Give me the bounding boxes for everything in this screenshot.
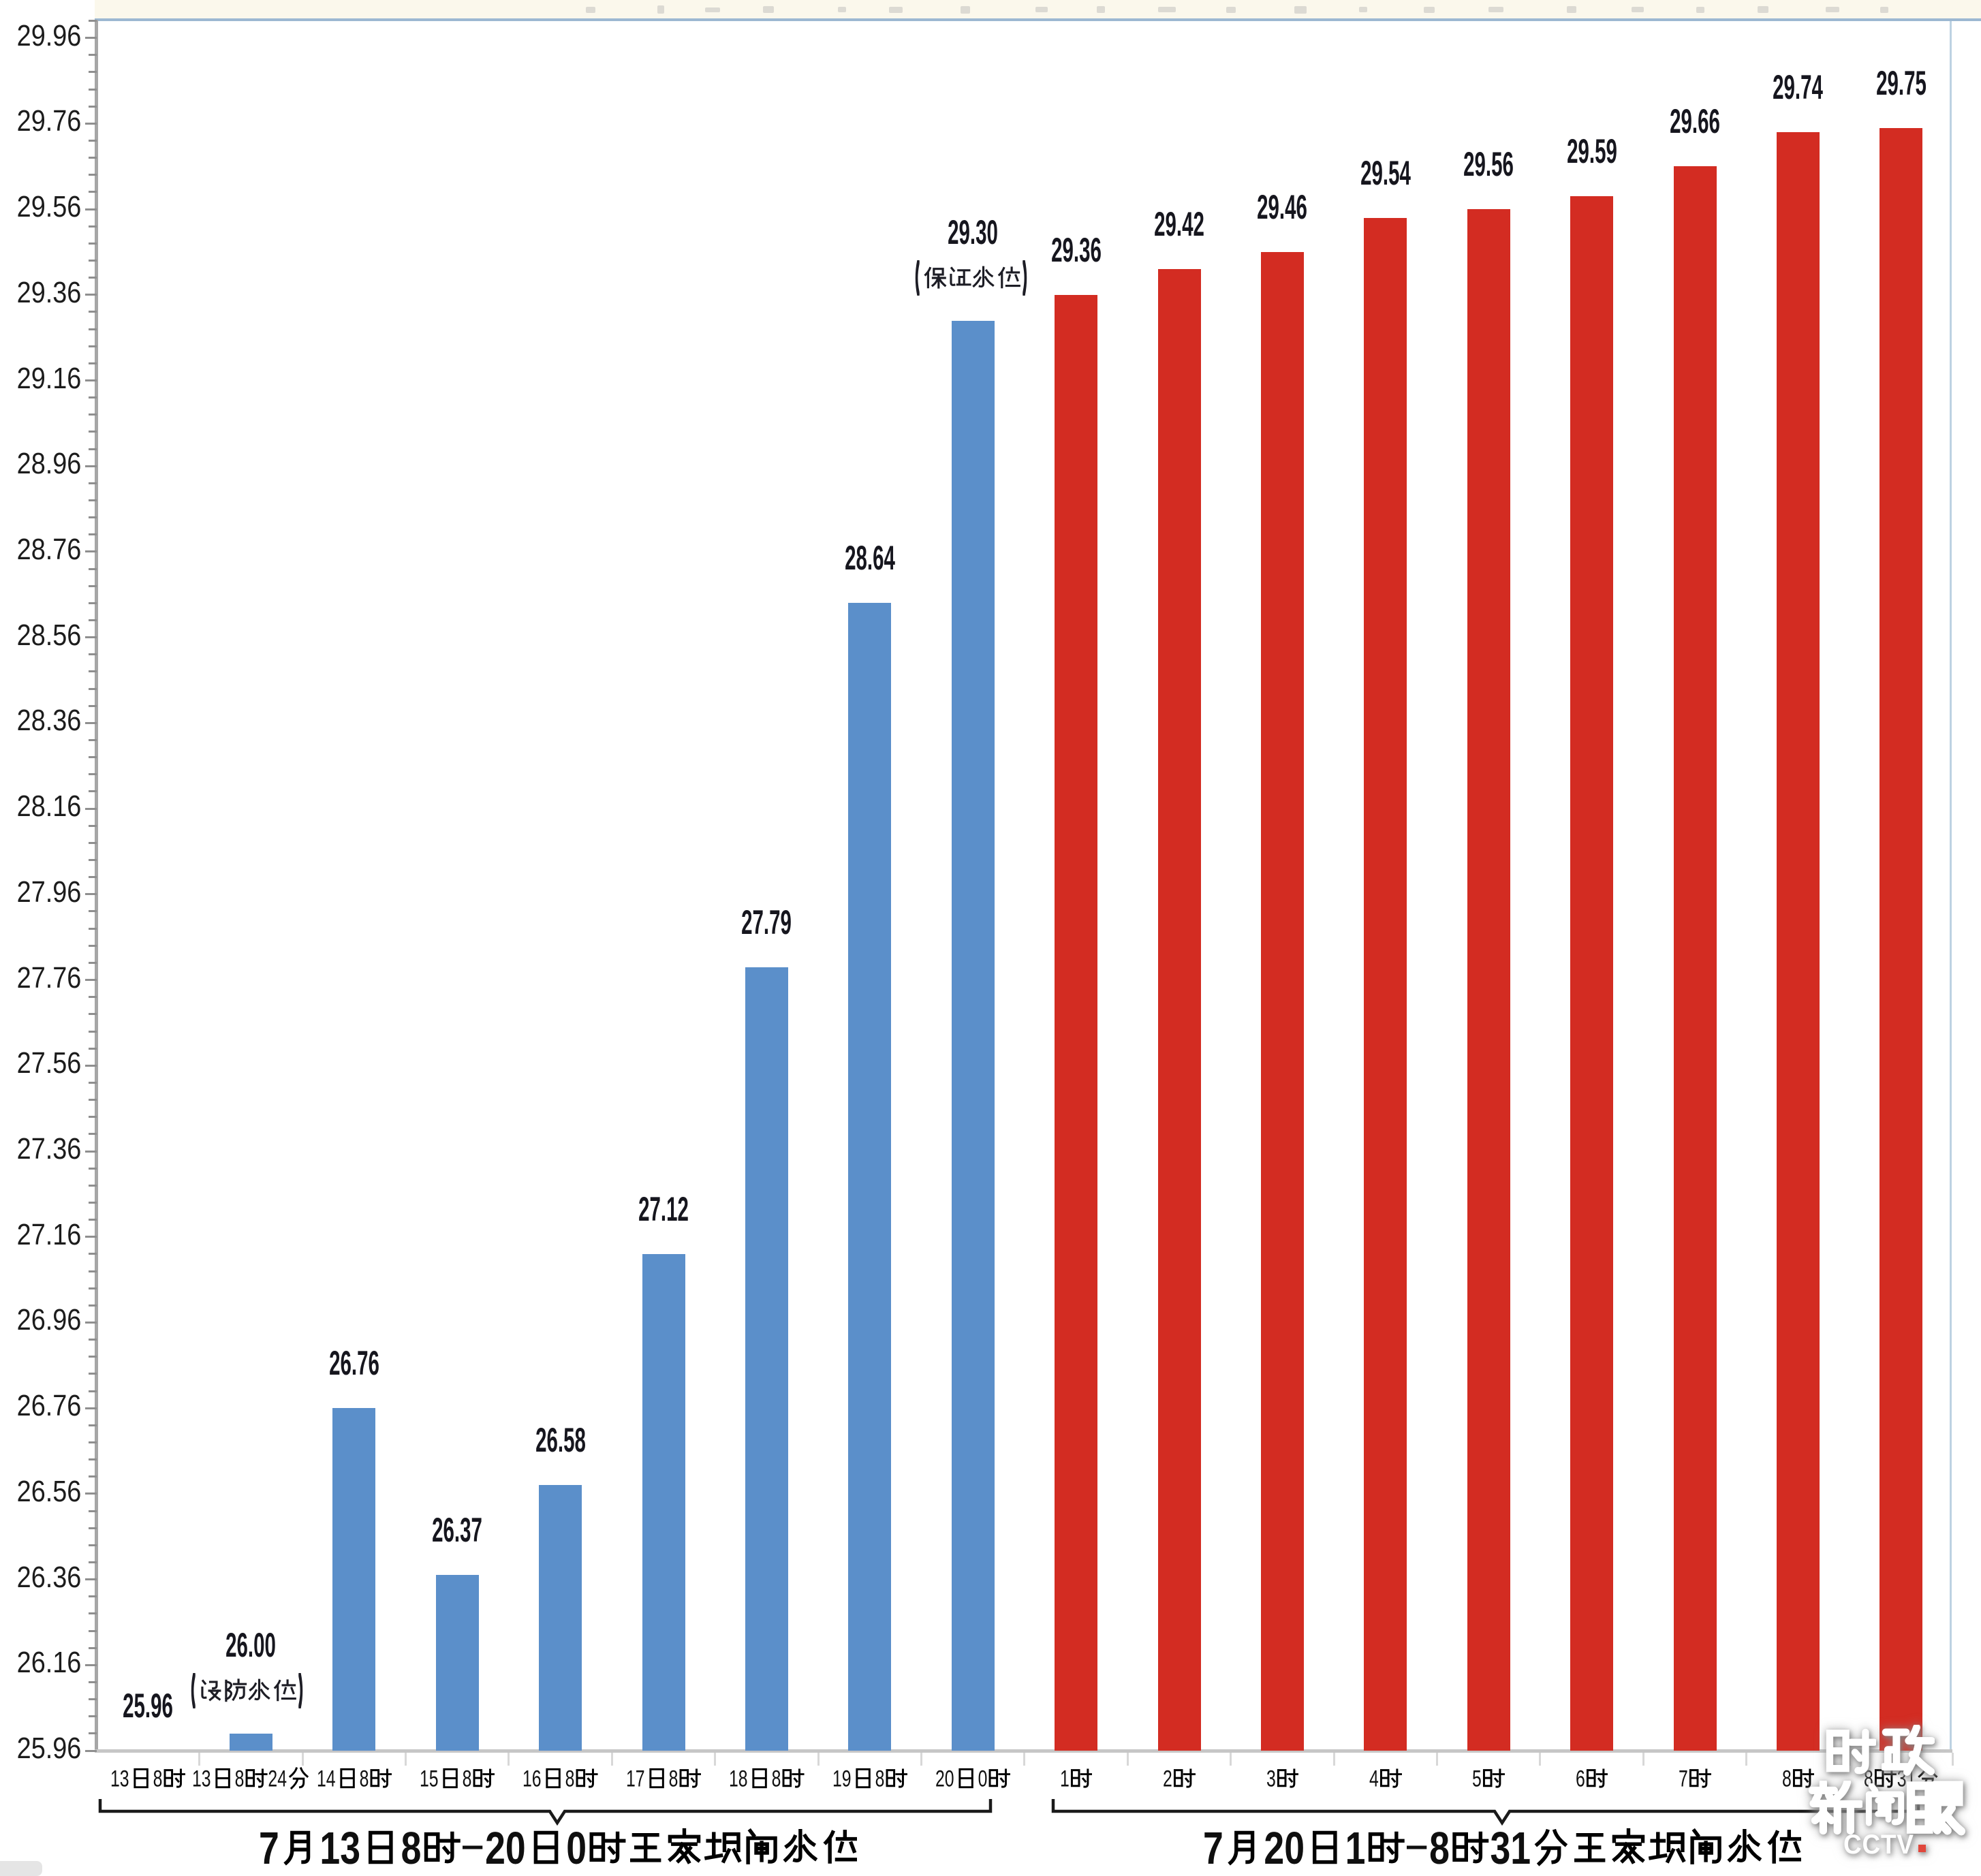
svg-text:8: 8 [875, 1766, 884, 1792]
svg-text:8: 8 [359, 1766, 369, 1792]
svg-text:19: 19 [832, 1766, 852, 1792]
svg-text:4: 4 [1369, 1766, 1379, 1792]
svg-text:8: 8 [234, 1766, 244, 1792]
svg-text:8: 8 [772, 1766, 781, 1792]
svg-text:13: 13 [110, 1766, 129, 1792]
svg-text:13: 13 [319, 1825, 360, 1870]
svg-text:14: 14 [317, 1766, 336, 1792]
svg-text:0: 0 [566, 1825, 587, 1870]
svg-text:20: 20 [485, 1825, 526, 1870]
svg-text:3: 3 [1266, 1766, 1276, 1792]
svg-text:13: 13 [192, 1766, 211, 1792]
svg-text:8: 8 [153, 1766, 162, 1792]
svg-text:8: 8 [1782, 1766, 1792, 1792]
svg-text:8: 8 [1429, 1825, 1450, 1870]
svg-text:15: 15 [420, 1766, 439, 1792]
svg-text:1: 1 [1060, 1766, 1070, 1792]
svg-text:31: 31 [1490, 1825, 1531, 1870]
svg-text:7: 7 [259, 1825, 279, 1870]
svg-text:17: 17 [626, 1766, 645, 1792]
svg-text:16: 16 [522, 1766, 542, 1792]
svg-text:0: 0 [978, 1766, 988, 1792]
svg-text:5: 5 [1472, 1766, 1482, 1792]
svg-text:7: 7 [1679, 1766, 1688, 1792]
svg-text:6: 6 [1576, 1766, 1585, 1792]
svg-text:8: 8 [565, 1766, 575, 1792]
svg-text:1: 1 [1345, 1825, 1365, 1870]
svg-text:7: 7 [1203, 1825, 1223, 1870]
svg-text:2: 2 [1163, 1766, 1172, 1792]
svg-text:8: 8 [463, 1766, 472, 1792]
svg-text:18: 18 [729, 1766, 748, 1792]
svg-text:20: 20 [935, 1766, 954, 1792]
svg-text:24: 24 [268, 1766, 287, 1792]
svg-text:8: 8 [668, 1766, 678, 1792]
svg-text:20: 20 [1264, 1825, 1305, 1870]
svg-text:8: 8 [401, 1825, 421, 1870]
